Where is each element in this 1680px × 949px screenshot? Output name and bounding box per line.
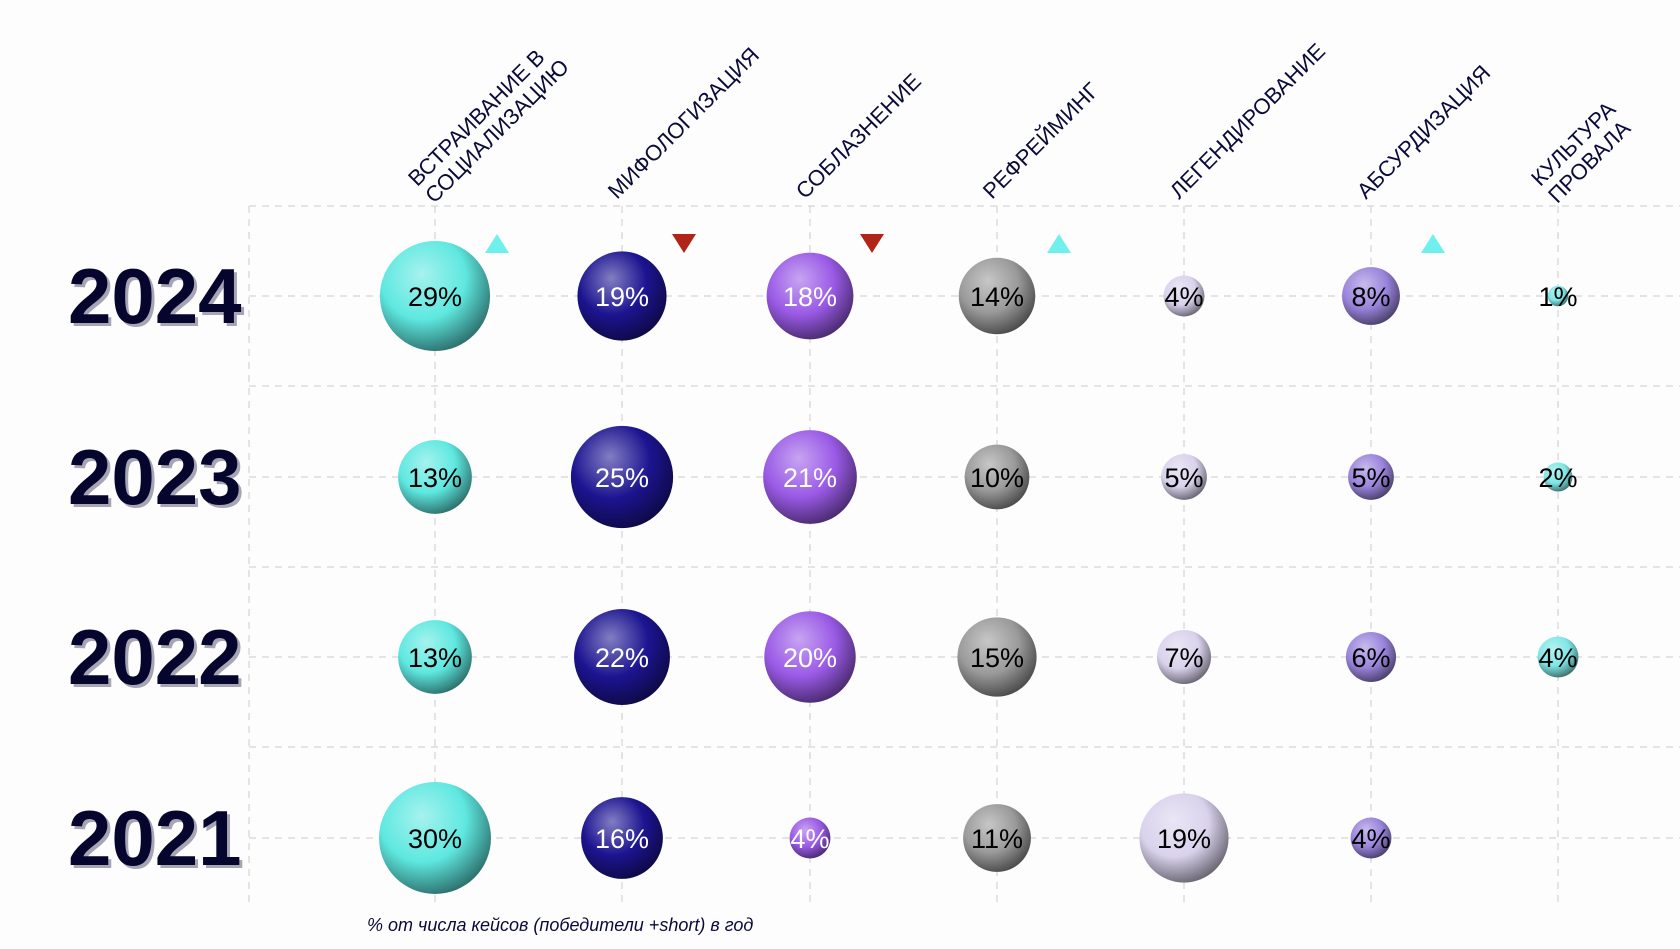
trend-up-icon	[485, 234, 509, 253]
bubble	[570, 425, 674, 529]
bubble	[577, 251, 667, 341]
bubble	[1348, 454, 1394, 500]
bubbles: 29% 19% 18% 14% 4% 8% 1% 13% 25% 21% 10% 5% 5% 2% 13% 2…	[379, 240, 1579, 894]
column-label: МИФОЛОГИЗАЦИЯ	[603, 42, 764, 203]
trend-up-icon	[1421, 234, 1445, 253]
column-label-line: РЕФРЕЙМИНГ	[978, 77, 1104, 203]
column-label: ЛЕГЕНДИРОВАНИЕ	[1165, 38, 1330, 203]
bubble	[574, 609, 670, 705]
bubble	[1342, 267, 1400, 325]
bubble	[1350, 817, 1392, 859]
bubble-value-label: 16%	[595, 824, 649, 854]
trend-down-icon	[672, 234, 696, 253]
year-label: 2022	[68, 613, 242, 701]
bubble	[1537, 636, 1579, 678]
footnote: % от числа кейсов (победители +short) в …	[367, 915, 754, 935]
bubble	[398, 620, 472, 694]
year-label-shadow: 2024	[71, 255, 245, 343]
bubble	[379, 782, 491, 894]
bubble	[763, 430, 857, 524]
year-label-shadow: 2021	[71, 797, 245, 885]
bubble-value-label: 19%	[595, 282, 649, 312]
bubble	[1139, 793, 1229, 883]
column-label-line: СОЦИАЛИЗАЦИЮ	[420, 54, 574, 208]
bubble-value-label: 29%	[408, 282, 462, 312]
bubble-value-label: 5%	[1351, 463, 1390, 493]
bubble	[958, 257, 1036, 335]
bubble	[379, 240, 491, 352]
bubble-value-label: 8%	[1351, 282, 1390, 312]
bubble	[398, 440, 472, 514]
bubble	[1156, 629, 1212, 685]
bubble	[1543, 462, 1573, 492]
bubble	[1163, 275, 1205, 317]
bubble-value-label: 19%	[1157, 824, 1211, 854]
trend-markers	[485, 234, 1445, 253]
bubble	[1547, 285, 1569, 307]
column-label-line: ЛЕГЕНДИРОВАНИЕ	[1165, 38, 1330, 203]
bubble	[789, 817, 831, 859]
column-label: СОБЛАЗНЕНИЕ	[791, 68, 926, 203]
year-label: 2021	[68, 794, 242, 882]
bubble-value-label: 25%	[595, 463, 649, 493]
bubble	[957, 617, 1037, 697]
year-label: 2023	[68, 433, 242, 521]
bubble-value-label: 13%	[408, 463, 462, 493]
bubble	[964, 444, 1030, 510]
column-label: РЕФРЕЙМИНГ	[978, 77, 1104, 203]
bubble-value-label: 4%	[1351, 824, 1390, 854]
trend-down-icon	[860, 234, 884, 253]
bubble-value-label: 4%	[1538, 643, 1577, 673]
bubble-value-label: 10%	[970, 463, 1024, 493]
year-label-shadow: 2023	[71, 436, 245, 524]
bubble	[581, 797, 663, 879]
bubble-value-label: 18%	[783, 282, 837, 312]
column-label: АБСУРДИЗАЦИЯ	[1352, 60, 1495, 203]
bubble-value-label: 14%	[970, 282, 1024, 312]
bubble-value-label: 7%	[1164, 643, 1203, 673]
trend-up-icon	[1047, 234, 1071, 253]
bubble-value-label: 20%	[783, 643, 837, 673]
column-label-line: МИФОЛОГИЗАЦИЯ	[603, 42, 764, 203]
bubble	[963, 804, 1031, 872]
bubble-value-label: 13%	[408, 643, 462, 673]
year-label: 2024	[68, 252, 242, 340]
column-label-line: СОБЛАЗНЕНИЕ	[791, 68, 926, 203]
bubble-value-label: 4%	[1164, 282, 1203, 312]
bubble-value-label: 30%	[408, 824, 462, 854]
bubble	[766, 252, 854, 340]
bubble-value-label: 2%	[1538, 463, 1577, 493]
bubble-value-label: 1%	[1538, 282, 1577, 312]
column-label-line: АБСУРДИЗАЦИЯ	[1352, 60, 1495, 203]
year-label-shadow: 2022	[71, 616, 245, 704]
bubble	[764, 611, 856, 703]
bubble-value-label: 5%	[1164, 463, 1203, 493]
bubble-value-label: 15%	[970, 643, 1024, 673]
bubble-value-label: 6%	[1351, 643, 1390, 673]
bubble-value-label: 22%	[595, 643, 649, 673]
bubble-value-label: 11%	[971, 824, 1023, 854]
bubble	[1161, 454, 1207, 500]
bubble	[1345, 631, 1397, 683]
bubble-value-label: 21%	[783, 463, 837, 493]
bubble-value-label: 4%	[790, 824, 829, 854]
